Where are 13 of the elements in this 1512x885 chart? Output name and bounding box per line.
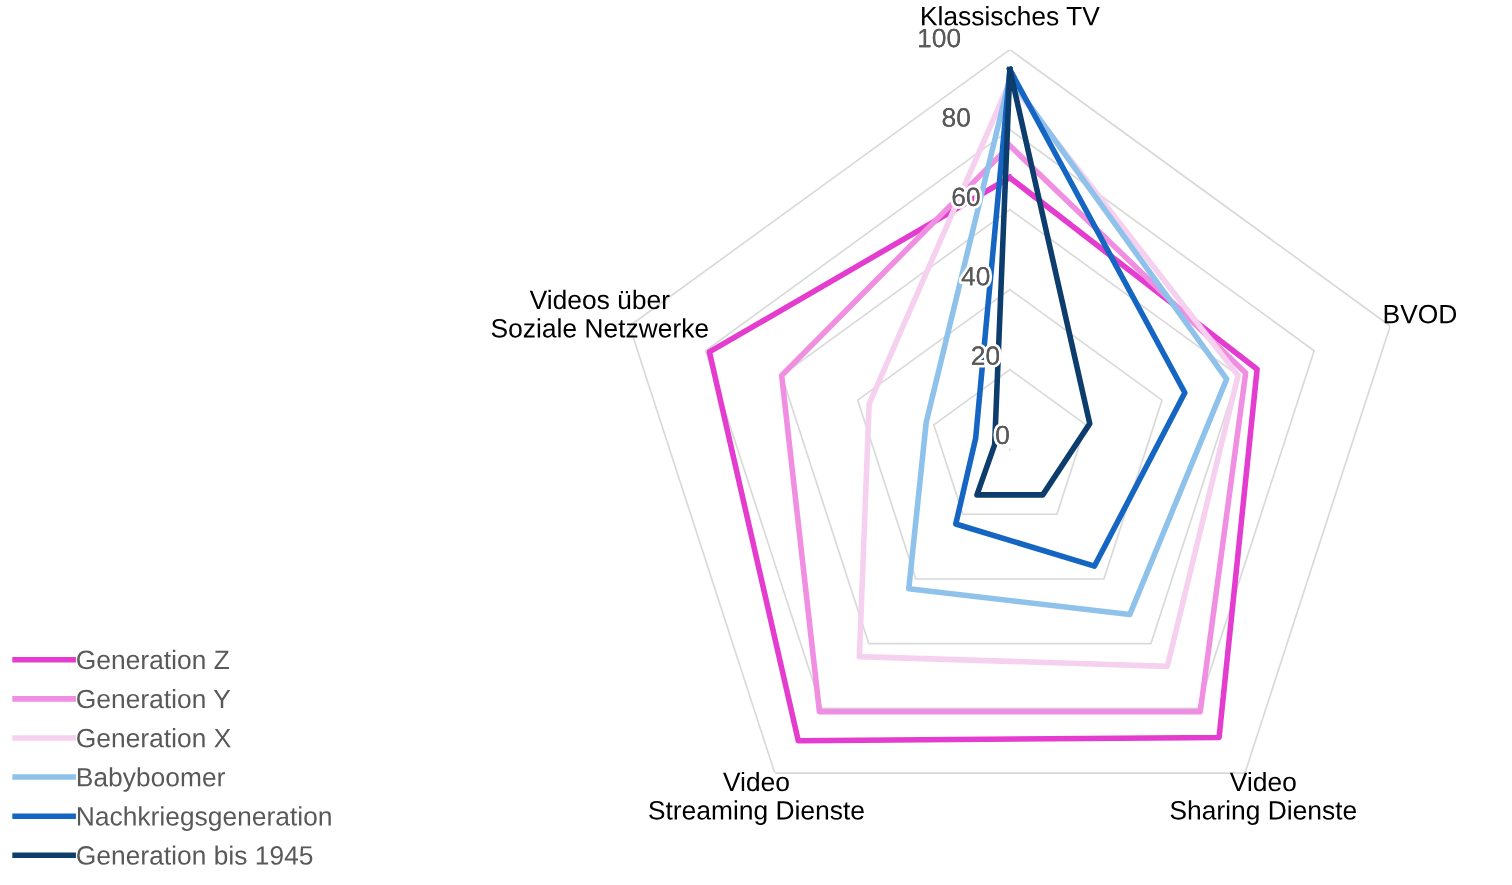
legend-label: Generation bis 1945 [77, 845, 313, 865]
spoke-label: BVOD [1384, 304, 1457, 324]
legend-label: Nachkriegsgeneration [77, 806, 331, 831]
spoke-label: Video Sharing Dienste [1170, 771, 1357, 825]
legend-label: Babyboomer [77, 767, 225, 792]
y-tick-label: 80 [942, 108, 970, 127]
spoke-label: Klassisches TV [922, 6, 1100, 26]
legend-label: Generation Z [77, 649, 229, 670]
spoke-label: Video Streaming Dienste [649, 771, 864, 825]
legend-label: Generation X [77, 728, 231, 748]
spoke-label: Videos über Soziale Netzwerke [491, 289, 708, 338]
y-tick-label: 100 [919, 28, 961, 48]
legend-label: Generation Y [77, 688, 231, 709]
